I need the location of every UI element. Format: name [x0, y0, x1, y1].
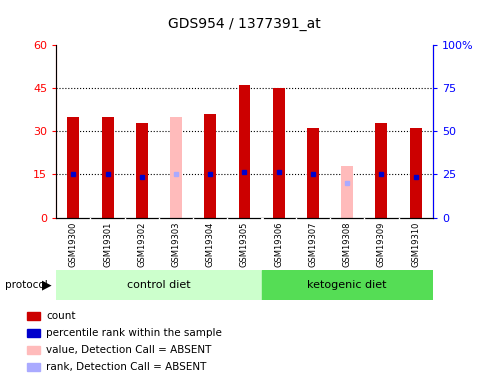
Bar: [306, 128, 318, 217]
Text: GSM19309: GSM19309: [376, 222, 385, 267]
Bar: [27, 346, 40, 354]
Bar: [409, 128, 421, 217]
Text: GSM19305: GSM19305: [240, 222, 248, 267]
Bar: [375, 123, 386, 218]
Bar: [261, 270, 432, 300]
Bar: [102, 117, 113, 218]
Text: GSM19303: GSM19303: [171, 222, 180, 267]
Bar: [27, 312, 40, 320]
Text: GDS954 / 1377391_at: GDS954 / 1377391_at: [168, 17, 320, 31]
Text: GSM19301: GSM19301: [103, 222, 112, 267]
Bar: [204, 114, 216, 218]
Bar: [238, 85, 250, 218]
Text: GSM19310: GSM19310: [410, 222, 419, 267]
Text: GSM19306: GSM19306: [274, 222, 283, 267]
Bar: [341, 166, 352, 218]
Text: GSM19307: GSM19307: [308, 222, 317, 267]
Text: protocol: protocol: [5, 280, 47, 290]
Text: count: count: [46, 311, 76, 321]
Bar: [27, 329, 40, 337]
Text: GSM19308: GSM19308: [342, 222, 351, 267]
Bar: [272, 88, 284, 218]
Bar: [56, 270, 261, 300]
Text: GSM19304: GSM19304: [205, 222, 214, 267]
Text: GSM19300: GSM19300: [69, 222, 78, 267]
Bar: [170, 117, 182, 218]
Text: percentile rank within the sample: percentile rank within the sample: [46, 328, 222, 338]
Text: ketogenic diet: ketogenic diet: [307, 280, 386, 290]
Bar: [136, 123, 147, 218]
Text: control diet: control diet: [127, 280, 190, 290]
Text: ▶: ▶: [41, 279, 51, 291]
Text: value, Detection Call = ABSENT: value, Detection Call = ABSENT: [46, 345, 211, 355]
Text: rank, Detection Call = ABSENT: rank, Detection Call = ABSENT: [46, 362, 206, 372]
Bar: [27, 363, 40, 370]
Bar: [67, 117, 79, 218]
Text: GSM19302: GSM19302: [137, 222, 146, 267]
